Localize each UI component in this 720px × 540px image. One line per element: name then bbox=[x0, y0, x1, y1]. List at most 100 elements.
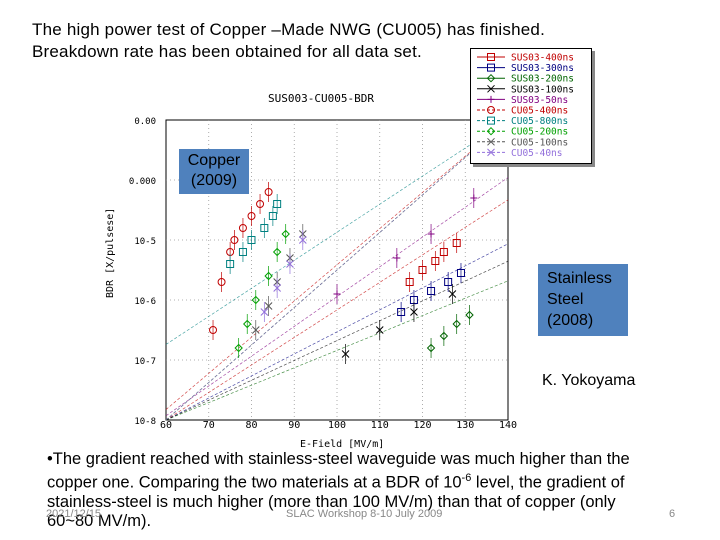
data-point-square bbox=[238, 248, 247, 256]
footer-event: SLAC Workshop 8-10 July 2009 bbox=[286, 508, 443, 520]
series-CU05-40ns bbox=[260, 230, 307, 322]
legend-label: SUS03-200ns bbox=[511, 74, 574, 85]
data-point-diamond bbox=[272, 247, 282, 257]
data-point-diamond bbox=[281, 229, 290, 239]
data-point-plus bbox=[393, 254, 401, 262]
series-CU05-400ns bbox=[209, 182, 273, 340]
fit-line-CU05-800ns bbox=[165, 119, 509, 345]
series-SUS03-400ns bbox=[405, 233, 461, 292]
data-point-square bbox=[439, 248, 448, 256]
data-point-square bbox=[273, 200, 282, 208]
legend-entry: CU05-800ns bbox=[477, 116, 568, 127]
data-point-diamond bbox=[426, 343, 436, 353]
bullet-line-3: stainless-steel is much higher (more tha… bbox=[47, 492, 616, 511]
data-point-diamond bbox=[486, 73, 496, 83]
data-point-x bbox=[260, 308, 269, 316]
data-point-square bbox=[431, 257, 440, 265]
data-point-square bbox=[456, 269, 465, 277]
legend-label: SUS03-400ns bbox=[511, 53, 574, 64]
data-point-square bbox=[260, 224, 269, 232]
data-point-square bbox=[452, 239, 461, 247]
legend-label: SUS03-100ns bbox=[511, 84, 574, 95]
y-tick-labels: 0.00 0.000 10-5 10-6 10-7 10-8 bbox=[129, 117, 156, 427]
data-point-circle bbox=[230, 236, 239, 244]
data-point-circle bbox=[247, 212, 256, 220]
legend-entry: CU05-40ns bbox=[477, 148, 562, 159]
copper-label-line1: Copper bbox=[187, 152, 241, 169]
y-axis-label: BDR [X/pulsese] bbox=[105, 208, 116, 298]
steel-label-line3: (2008) bbox=[547, 312, 594, 329]
legend-entry: SUS03-50ns bbox=[477, 95, 568, 106]
series-SUS03-100ns bbox=[341, 284, 457, 364]
steel-label-line1: Stainless bbox=[547, 270, 612, 287]
bullet-superscript: -6 bbox=[461, 472, 472, 484]
data-point-square bbox=[247, 236, 256, 244]
data-point-x bbox=[273, 284, 282, 292]
legend-entry: SUS03-200ns bbox=[477, 74, 574, 85]
data-point-diamond bbox=[251, 295, 260, 305]
data-point-x bbox=[410, 308, 418, 316]
data-point-x bbox=[375, 326, 384, 334]
x-tick-label: 140 bbox=[499, 420, 517, 431]
bullet-text-2a: copper one. Comparing the two materials … bbox=[47, 473, 462, 492]
footer-page-number: 6 bbox=[669, 508, 676, 520]
data-point-square bbox=[268, 212, 277, 220]
x-tick-label: 80 bbox=[245, 420, 257, 431]
fit-line-SUS03-100ns bbox=[165, 260, 509, 421]
copper-label-box: Copper (2009) bbox=[179, 149, 249, 194]
data-point-plus bbox=[333, 290, 341, 298]
fit-line-SUS03-50ns bbox=[165, 177, 509, 417]
x-tick-label: 130 bbox=[456, 420, 474, 431]
steel-label-box: Stainless Steel (2008) bbox=[538, 264, 628, 336]
legend-label: CU05-800ns bbox=[511, 116, 568, 127]
data-point-x bbox=[286, 260, 294, 268]
y-tick-label: 0.000 bbox=[129, 177, 156, 187]
fit-line-CU05-40ns bbox=[165, 119, 509, 421]
data-point-circle bbox=[256, 200, 265, 208]
x-tick-labels: 60 70 80 90 100 110 120 130 140 bbox=[160, 420, 517, 431]
slide-title: The high power test of Copper –Made NWG … bbox=[32, 20, 545, 61]
legend-entry: SUS03-300ns bbox=[477, 63, 574, 74]
legend-entry: CU05-100ns bbox=[477, 137, 568, 148]
data-point-circle bbox=[487, 106, 495, 114]
legend-label: CU05-100ns bbox=[511, 137, 568, 148]
x-tick-label: 110 bbox=[371, 420, 389, 431]
data-point-x bbox=[487, 84, 495, 93]
data-point-x bbox=[448, 290, 457, 298]
chart-legend: SUS03-400ns SUS03-300ns SUS03-200ns SUS03-1… bbox=[470, 48, 592, 164]
fit-line-SUS03-400ns bbox=[165, 199, 509, 421]
data-point-circle bbox=[209, 326, 218, 334]
bullet-line-2: copper one. Comparing the two materials … bbox=[47, 469, 697, 493]
author-name: K. Yokoyama bbox=[542, 372, 636, 389]
data-point-circle bbox=[217, 278, 226, 286]
data-point-circle bbox=[238, 224, 247, 232]
data-point-square bbox=[405, 278, 414, 286]
series-CU05-800ns bbox=[226, 194, 282, 274]
fit-line-SUS03-300ns bbox=[165, 243, 509, 421]
data-point-square bbox=[487, 63, 495, 72]
legend-entries: SUS03-400nsSUS03-300nsSUS03-200nsSUS03-1… bbox=[477, 53, 574, 159]
series-SUS03-200ns bbox=[426, 305, 474, 358]
series-SUS03-50ns bbox=[333, 188, 478, 304]
series-CU05-200ns bbox=[234, 224, 290, 358]
data-point-x bbox=[298, 236, 307, 244]
footer-date: 2021/12/15 bbox=[46, 508, 102, 520]
legend-label: CU05-200ns bbox=[511, 127, 568, 138]
y-tick-label: 10-6 bbox=[134, 297, 156, 307]
data-point-x bbox=[487, 148, 495, 157]
legend-label: CU05-400ns bbox=[511, 106, 568, 117]
fit-line-SUS03-200ns bbox=[165, 280, 509, 421]
data-point-diamond bbox=[264, 271, 273, 281]
bullet-marker: • bbox=[47, 450, 53, 468]
bullet-line-1: •The gradient reached with stainless-ste… bbox=[47, 450, 697, 469]
data-point-diamond bbox=[465, 310, 474, 320]
x-axis-label: E-Field [MV/m] bbox=[300, 439, 384, 450]
data-point-square bbox=[427, 287, 436, 295]
legend-entry: SUS03-100ns bbox=[477, 84, 574, 95]
x-tick-label: 120 bbox=[413, 420, 431, 431]
data-point-square bbox=[487, 53, 495, 61]
data-point-diamond bbox=[243, 319, 252, 329]
bullet-line-4: 60~80 MV/m). bbox=[47, 511, 152, 530]
x-tick-label: 70 bbox=[203, 420, 215, 431]
